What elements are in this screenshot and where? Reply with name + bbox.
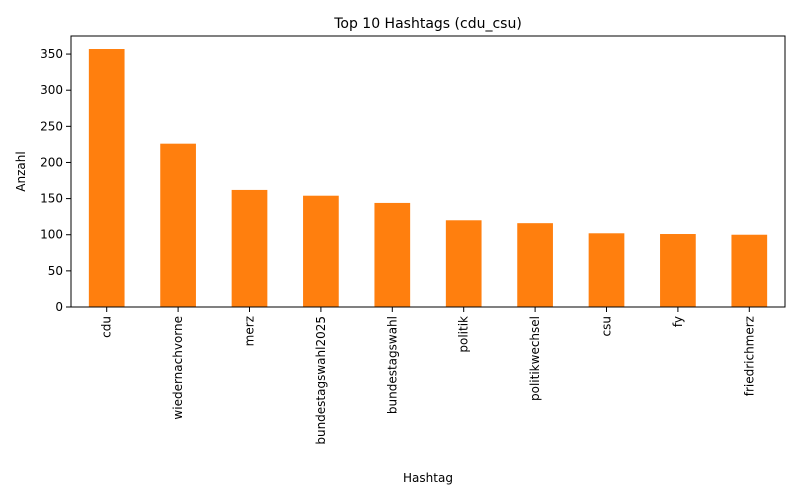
bar-csu bbox=[588, 233, 625, 307]
bars-group bbox=[88, 49, 768, 308]
y-tick-label: 200 bbox=[40, 155, 63, 169]
y-tick-label: 300 bbox=[40, 83, 63, 97]
plot-frame bbox=[70, 35, 786, 308]
bar-friedrichmerz bbox=[731, 234, 768, 307]
bar-cdu bbox=[88, 49, 125, 308]
x-axis: cdu wiedernachvorne merz bundestagswahl2025… bbox=[100, 307, 756, 445]
x-axis-title: Hashtag bbox=[403, 471, 453, 485]
y-tick-label: 100 bbox=[40, 228, 63, 242]
y-axis: 0 50 100 150 200 250 300 350 bbox=[40, 47, 71, 314]
x-tick-label: friedrichmerz bbox=[742, 316, 756, 396]
x-tick-label: merz bbox=[243, 316, 257, 346]
x-tick-label: politikwechsel bbox=[528, 316, 542, 401]
x-tick-label: bundestagswahl bbox=[385, 316, 399, 414]
x-tick-label: fy bbox=[671, 316, 685, 327]
bar-bundestagswahl2025 bbox=[303, 195, 339, 307]
y-tick-label: 150 bbox=[40, 192, 63, 206]
x-tick-label: csu bbox=[600, 316, 614, 336]
x-tick-label: politik bbox=[457, 316, 471, 353]
x-tick-label: wiedernachvorne bbox=[171, 316, 185, 420]
bar-politikwechsel bbox=[517, 223, 553, 307]
bar-politik bbox=[445, 220, 482, 307]
y-tick-label: 50 bbox=[48, 264, 63, 278]
x-tick-label: bundestagswahl2025 bbox=[314, 316, 328, 445]
bar-wiedernachvorne bbox=[160, 143, 196, 307]
chart-title: Top 10 Hashtags (cdu_csu) bbox=[333, 16, 522, 32]
bar-merz bbox=[231, 189, 268, 307]
y-axis-title: Anzahl bbox=[14, 151, 28, 191]
y-tick-label: 350 bbox=[40, 47, 63, 61]
y-tick-label: 250 bbox=[40, 119, 63, 133]
bar-bundestagswahl bbox=[374, 202, 411, 307]
y-tick-label: 0 bbox=[55, 300, 63, 314]
x-tick-label: cdu bbox=[100, 316, 114, 338]
bar-fy bbox=[660, 234, 696, 307]
